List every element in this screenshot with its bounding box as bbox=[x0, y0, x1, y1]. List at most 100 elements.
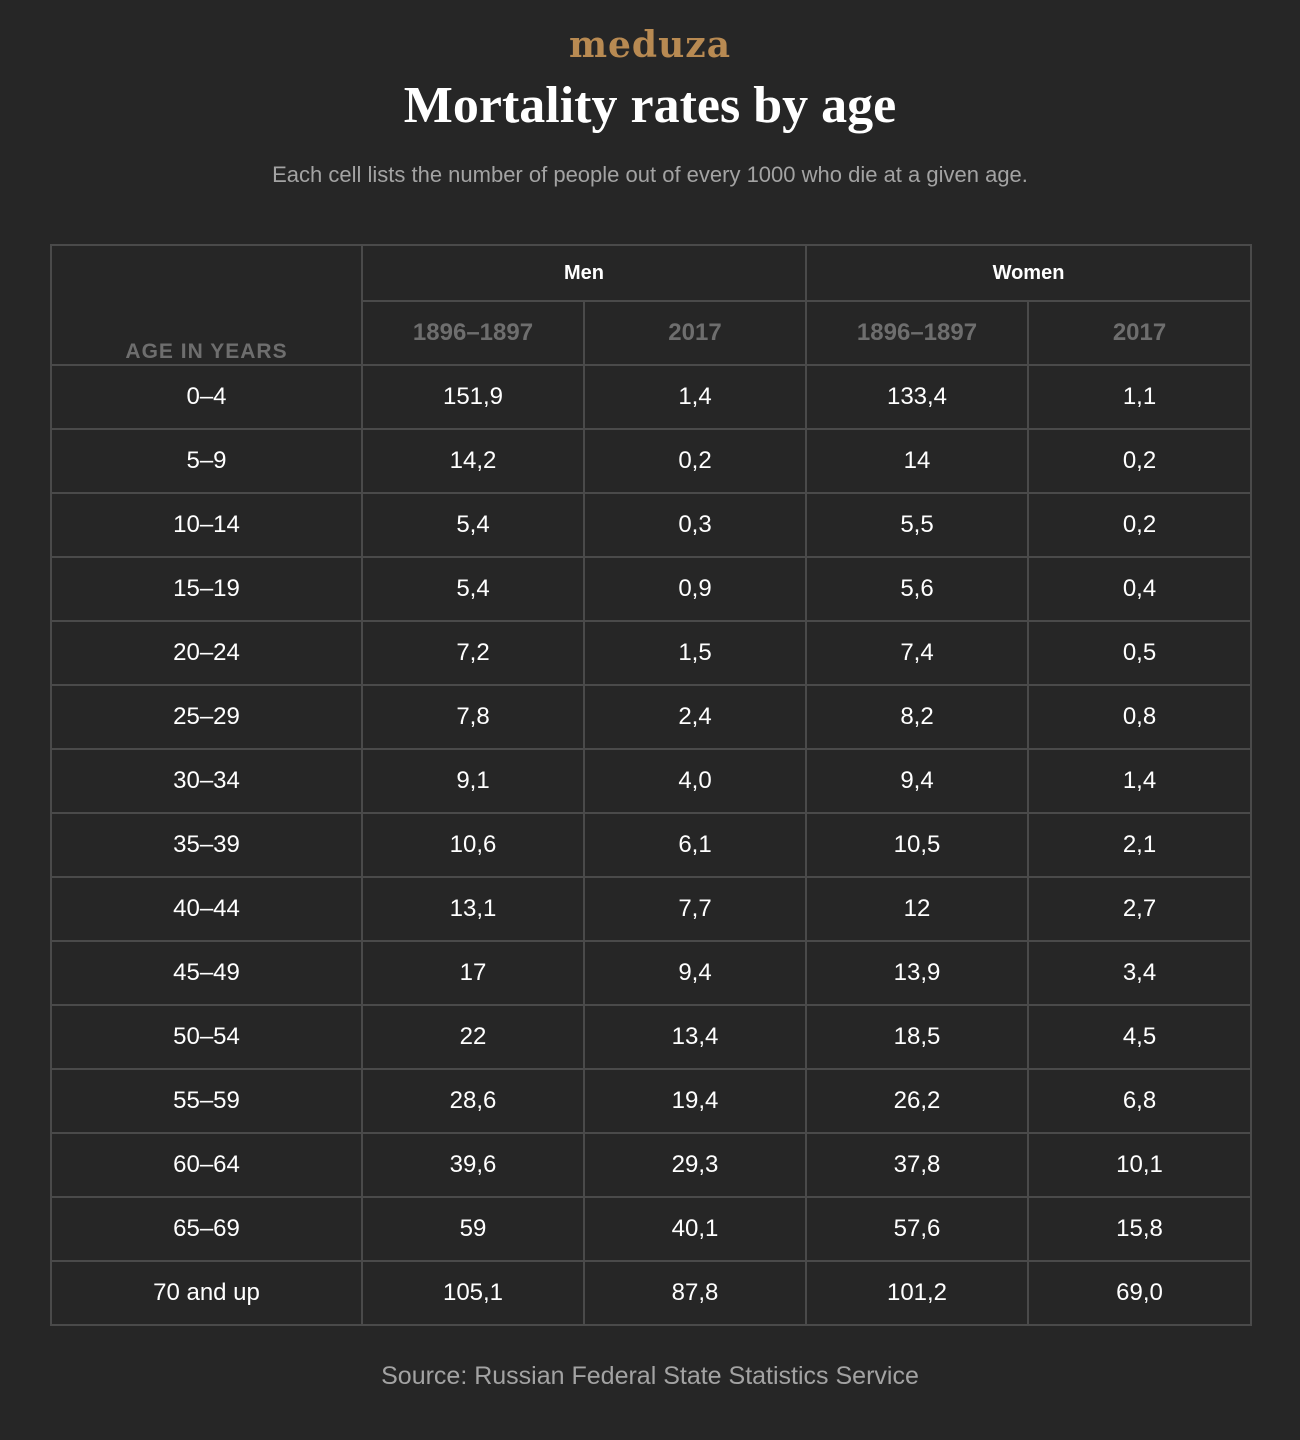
women-1896-1897-cell: 10,5 bbox=[805, 812, 1029, 878]
men-1896-1897-cell: 10,6 bbox=[361, 812, 585, 878]
men-1896-1897-cell: 7,2 bbox=[361, 620, 585, 686]
women-2017-cell: 6,8 bbox=[1026, 1068, 1253, 1134]
men-2017-cell: 13,4 bbox=[583, 1004, 807, 1070]
mortality-table: AGE IN YEARS Men Women 1896–1897 2017 18… bbox=[50, 244, 1253, 1326]
women-1896-1897-cell: 5,5 bbox=[805, 492, 1029, 558]
men-2017-cell: 0,3 bbox=[583, 492, 807, 558]
table-row: 65–69 59 40,1 57,6 15,8 bbox=[50, 1196, 1253, 1262]
women-2017-cell: 2,7 bbox=[1026, 876, 1253, 942]
table-row: 10–14 5,4 0,3 5,5 0,2 bbox=[50, 492, 1253, 558]
women-1896-1897-cell: 57,6 bbox=[805, 1196, 1029, 1262]
page-title: Mortality rates by age bbox=[403, 77, 897, 134]
age-column-header: AGE IN YEARS bbox=[50, 244, 363, 366]
table-row: 50–54 22 13,4 18,5 4,5 bbox=[50, 1004, 1253, 1070]
women-1896-1897-cell: 133,4 bbox=[805, 364, 1029, 430]
women-1896-1897-cell: 8,2 bbox=[805, 684, 1029, 750]
women-1896-1897-cell: 26,2 bbox=[805, 1068, 1029, 1134]
men-2017-cell: 19,4 bbox=[583, 1068, 807, 1134]
men-1896-1897-cell: 5,4 bbox=[361, 492, 585, 558]
age-group-cell: 55–59 bbox=[50, 1068, 363, 1134]
men-2017-cell: 1,4 bbox=[583, 364, 807, 430]
table-row: 30–34 9,1 4,0 9,4 1,4 bbox=[50, 748, 1253, 814]
women-2017-cell: 69,0 bbox=[1026, 1260, 1253, 1326]
group-header-men: Men bbox=[361, 244, 807, 302]
age-group-cell: 65–69 bbox=[50, 1196, 363, 1262]
men-2017-cell: 4,0 bbox=[583, 748, 807, 814]
women-1896-1897-cell: 12 bbox=[805, 876, 1029, 942]
men-1896-1897-cell: 28,6 bbox=[361, 1068, 585, 1134]
men-2017-cell: 2,4 bbox=[583, 684, 807, 750]
year-header-men-1896: 1896–1897 bbox=[361, 300, 585, 366]
age-group-cell: 30–34 bbox=[50, 748, 363, 814]
table-row: 15–19 5,4 0,9 5,6 0,4 bbox=[50, 556, 1253, 622]
age-group-cell: 10–14 bbox=[50, 492, 363, 558]
women-2017-cell: 4,5 bbox=[1026, 1004, 1253, 1070]
women-2017-cell: 0,2 bbox=[1026, 492, 1253, 558]
men-1896-1897-cell: 9,1 bbox=[361, 748, 585, 814]
age-group-cell: 25–29 bbox=[50, 684, 363, 750]
women-1896-1897-cell: 7,4 bbox=[805, 620, 1029, 686]
women-1896-1897-cell: 9,4 bbox=[805, 748, 1029, 814]
age-group-cell: 0–4 bbox=[50, 364, 363, 430]
women-1896-1897-cell: 37,8 bbox=[805, 1132, 1029, 1198]
table-row: 40–44 13,1 7,7 12 2,7 bbox=[50, 876, 1253, 942]
age-group-cell: 45–49 bbox=[50, 940, 363, 1006]
women-2017-cell: 0,8 bbox=[1026, 684, 1253, 750]
women-1896-1897-cell: 18,5 bbox=[805, 1004, 1029, 1070]
men-1896-1897-cell: 39,6 bbox=[361, 1132, 585, 1198]
table-row: 55–59 28,6 19,4 26,2 6,8 bbox=[50, 1068, 1253, 1134]
men-1896-1897-cell: 13,1 bbox=[361, 876, 585, 942]
age-group-cell: 40–44 bbox=[50, 876, 363, 942]
subtitle: Each cell lists the number of people out… bbox=[272, 162, 1028, 187]
table-row: 45–49 17 9,4 13,9 3,4 bbox=[50, 940, 1253, 1006]
men-2017-cell: 0,9 bbox=[583, 556, 807, 622]
age-group-cell: 15–19 bbox=[50, 556, 363, 622]
men-2017-cell: 6,1 bbox=[583, 812, 807, 878]
men-1896-1897-cell: 17 bbox=[361, 940, 585, 1006]
men-1896-1897-cell: 151,9 bbox=[361, 364, 585, 430]
women-2017-cell: 10,1 bbox=[1026, 1132, 1253, 1198]
women-2017-cell: 15,8 bbox=[1026, 1196, 1253, 1262]
age-group-cell: 5–9 bbox=[50, 428, 363, 494]
table-row: 5–9 14,2 0,2 14 0,2 bbox=[50, 428, 1253, 494]
men-1896-1897-cell: 7,8 bbox=[361, 684, 585, 750]
women-1896-1897-cell: 101,2 bbox=[805, 1260, 1029, 1326]
year-header-men-2017: 2017 bbox=[583, 300, 807, 366]
women-2017-cell: 0,5 bbox=[1026, 620, 1253, 686]
age-group-cell: 60–64 bbox=[50, 1132, 363, 1198]
women-2017-cell: 0,4 bbox=[1026, 556, 1253, 622]
source-note: Source: Russian Federal State Statistics… bbox=[381, 1362, 919, 1390]
group-header-women: Women bbox=[804, 244, 1253, 302]
women-2017-cell: 0,2 bbox=[1026, 428, 1253, 494]
men-2017-cell: 29,3 bbox=[583, 1132, 807, 1198]
table-row: 20–24 7,2 1,5 7,4 0,5 bbox=[50, 620, 1253, 686]
men-1896-1897-cell: 59 bbox=[361, 1196, 585, 1262]
age-group-cell: 50–54 bbox=[50, 1004, 363, 1070]
meduza-logo: meduza bbox=[568, 24, 732, 66]
men-2017-cell: 40,1 bbox=[583, 1196, 807, 1262]
women-1896-1897-cell: 13,9 bbox=[805, 940, 1029, 1006]
men-2017-cell: 87,8 bbox=[583, 1260, 807, 1326]
year-header-women-2017: 2017 bbox=[1026, 300, 1253, 366]
women-1896-1897-cell: 5,6 bbox=[805, 556, 1029, 622]
women-1896-1897-cell: 14 bbox=[805, 428, 1029, 494]
table-row: 0–4 151,9 1,4 133,4 1,1 bbox=[50, 364, 1253, 430]
men-1896-1897-cell: 22 bbox=[361, 1004, 585, 1070]
men-1896-1897-cell: 14,2 bbox=[361, 428, 585, 494]
table-row: 35–39 10,6 6,1 10,5 2,1 bbox=[50, 812, 1253, 878]
year-header-women-1896: 1896–1897 bbox=[805, 300, 1029, 366]
men-2017-cell: 0,2 bbox=[583, 428, 807, 494]
age-group-cell: 35–39 bbox=[50, 812, 363, 878]
table-body: 0–4 151,9 1,4 133,4 1,1 5–9 14,2 0,2 14 0,2 10–14 5… bbox=[50, 364, 1253, 1326]
table-row: 60–64 39,6 29,3 37,8 10,1 bbox=[50, 1132, 1253, 1198]
women-2017-cell: 2,1 bbox=[1026, 812, 1253, 878]
men-2017-cell: 7,7 bbox=[583, 876, 807, 942]
women-2017-cell: 1,4 bbox=[1026, 748, 1253, 814]
table-row: 70 and up 105,1 87,8 101,2 69,0 bbox=[50, 1260, 1253, 1326]
age-group-cell: 20–24 bbox=[50, 620, 363, 686]
men-1896-1897-cell: 105,1 bbox=[361, 1260, 585, 1326]
group-header-row: AGE IN YEARS Men Women bbox=[50, 244, 1253, 366]
women-2017-cell: 3,4 bbox=[1026, 940, 1253, 1006]
year-header-row: 1896–1897 2017 1896–1897 2017 bbox=[51, 300, 1253, 366]
men-2017-cell: 1,5 bbox=[583, 620, 807, 686]
